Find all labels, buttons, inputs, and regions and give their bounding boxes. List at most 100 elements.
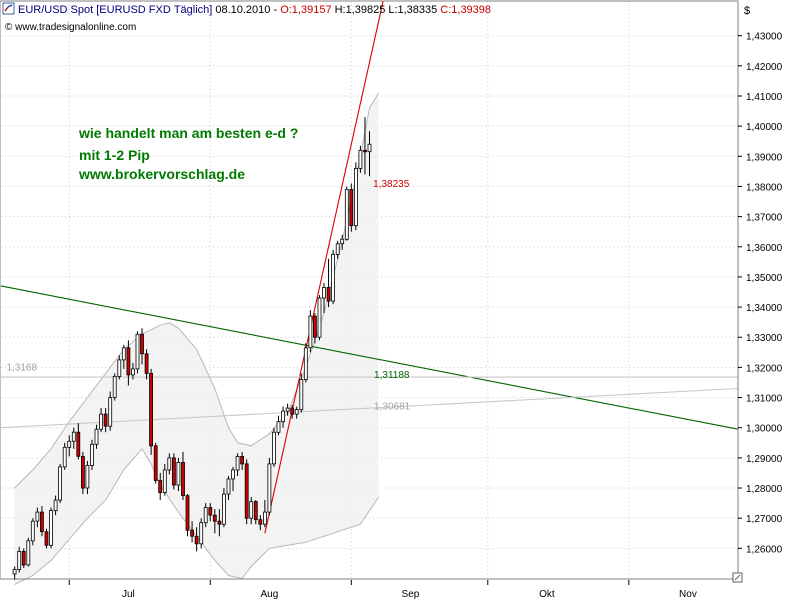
- candle-body-up: [12, 569, 17, 575]
- candle[interactable]: [340, 234, 345, 250]
- candle[interactable]: [85, 460, 90, 495]
- candle[interactable]: [240, 451, 245, 470]
- candle[interactable]: [244, 459, 249, 525]
- candle[interactable]: [108, 391, 113, 431]
- candle[interactable]: [281, 406, 286, 428]
- candle-body-down: [363, 149, 367, 153]
- candle-body-up: [121, 347, 126, 361]
- candle[interactable]: [326, 258, 331, 308]
- candle-body-down: [76, 431, 81, 457]
- candle[interactable]: [81, 451, 85, 495]
- candle[interactable]: [367, 131, 372, 177]
- candle[interactable]: [235, 453, 240, 476]
- candle[interactable]: [308, 310, 313, 353]
- candle[interactable]: [135, 331, 140, 374]
- candle[interactable]: [162, 463, 167, 496]
- candle[interactable]: [258, 515, 263, 531]
- candle[interactable]: [217, 509, 222, 537]
- close-value: C:1,39398: [440, 4, 491, 16]
- candle[interactable]: [90, 439, 94, 470]
- candle[interactable]: [144, 349, 149, 380]
- candle[interactable]: [176, 457, 181, 492]
- candle-body-up: [35, 511, 40, 522]
- candle[interactable]: [276, 415, 281, 436]
- candle[interactable]: [62, 442, 67, 470]
- candle[interactable]: [299, 373, 304, 413]
- candle[interactable]: [99, 408, 103, 433]
- candle[interactable]: [290, 405, 295, 419]
- candle[interactable]: [294, 406, 299, 419]
- candle[interactable]: [331, 249, 336, 305]
- candle[interactable]: [358, 145, 363, 173]
- candle[interactable]: [121, 344, 126, 369]
- candle[interactable]: [322, 282, 326, 314]
- candle[interactable]: [344, 186, 349, 241]
- candle[interactable]: [158, 472, 163, 501]
- candle[interactable]: [40, 506, 44, 537]
- candle[interactable]: [12, 566, 17, 580]
- candle[interactable]: [317, 295, 322, 341]
- candle[interactable]: [130, 362, 135, 380]
- candle[interactable]: [267, 457, 272, 516]
- candle[interactable]: [76, 423, 81, 460]
- candle[interactable]: [231, 466, 235, 492]
- candle[interactable]: [181, 451, 185, 501]
- candle[interactable]: [153, 442, 158, 484]
- candle[interactable]: [21, 548, 26, 568]
- candle[interactable]: [199, 518, 204, 549]
- candle[interactable]: [103, 408, 108, 433]
- y-axis: 1,26000 1,27000 1,28000 1,29000 1,30000 1,310…: [738, 32, 783, 555]
- candle[interactable]: [94, 424, 99, 449]
- candle[interactable]: [44, 528, 49, 549]
- candle[interactable]: [208, 503, 213, 522]
- candle[interactable]: [140, 328, 144, 365]
- candle[interactable]: [221, 488, 226, 528]
- candle[interactable]: [117, 355, 122, 380]
- candle[interactable]: [272, 427, 276, 467]
- candle[interactable]: [262, 500, 267, 528]
- candle[interactable]: [53, 495, 58, 516]
- candle[interactable]: [126, 340, 131, 386]
- candle-body-down: [158, 480, 163, 494]
- candle-body-up: [235, 455, 240, 471]
- y-tick-label: 1,34000: [746, 303, 783, 314]
- candle[interactable]: [285, 403, 290, 416]
- candle-body-up: [226, 478, 231, 495]
- candle[interactable]: [30, 518, 35, 546]
- candle[interactable]: [203, 503, 208, 528]
- green-trendline[interactable]: [0, 285, 739, 430]
- candle-body-down: [181, 461, 185, 496]
- candle[interactable]: [26, 537, 31, 567]
- candle[interactable]: [363, 117, 367, 175]
- candle[interactable]: [190, 521, 195, 543]
- candle[interactable]: [312, 313, 317, 344]
- candle[interactable]: [171, 453, 176, 490]
- candle[interactable]: [185, 494, 190, 537]
- candle[interactable]: [167, 453, 172, 475]
- candle-body-down: [81, 455, 85, 489]
- candle[interactable]: [226, 475, 231, 501]
- y-tick-label: 1,31000: [746, 394, 783, 405]
- candle[interactable]: [249, 497, 254, 525]
- candle[interactable]: [353, 162, 358, 231]
- resize-grip-icon[interactable]: [732, 572, 743, 583]
- candle[interactable]: [194, 527, 199, 552]
- candle[interactable]: [17, 546, 22, 573]
- candle-body-up: [162, 469, 167, 493]
- candle[interactable]: [335, 240, 340, 259]
- candle[interactable]: [49, 507, 53, 549]
- quote-date: 08.10.2010: [215, 4, 270, 16]
- candle[interactable]: [349, 183, 354, 232]
- candle[interactable]: [35, 507, 40, 528]
- candle[interactable]: [67, 435, 72, 457]
- red-trendline[interactable]: [264, 0, 384, 534]
- candle[interactable]: [303, 343, 308, 383]
- candle[interactable]: [112, 373, 117, 401]
- candle[interactable]: [253, 500, 258, 525]
- candle[interactable]: [71, 427, 76, 449]
- candle[interactable]: [212, 509, 217, 534]
- grey-trendline[interactable]: [0, 387, 739, 429]
- candle[interactable]: [58, 463, 62, 504]
- candle[interactable]: [149, 368, 154, 455]
